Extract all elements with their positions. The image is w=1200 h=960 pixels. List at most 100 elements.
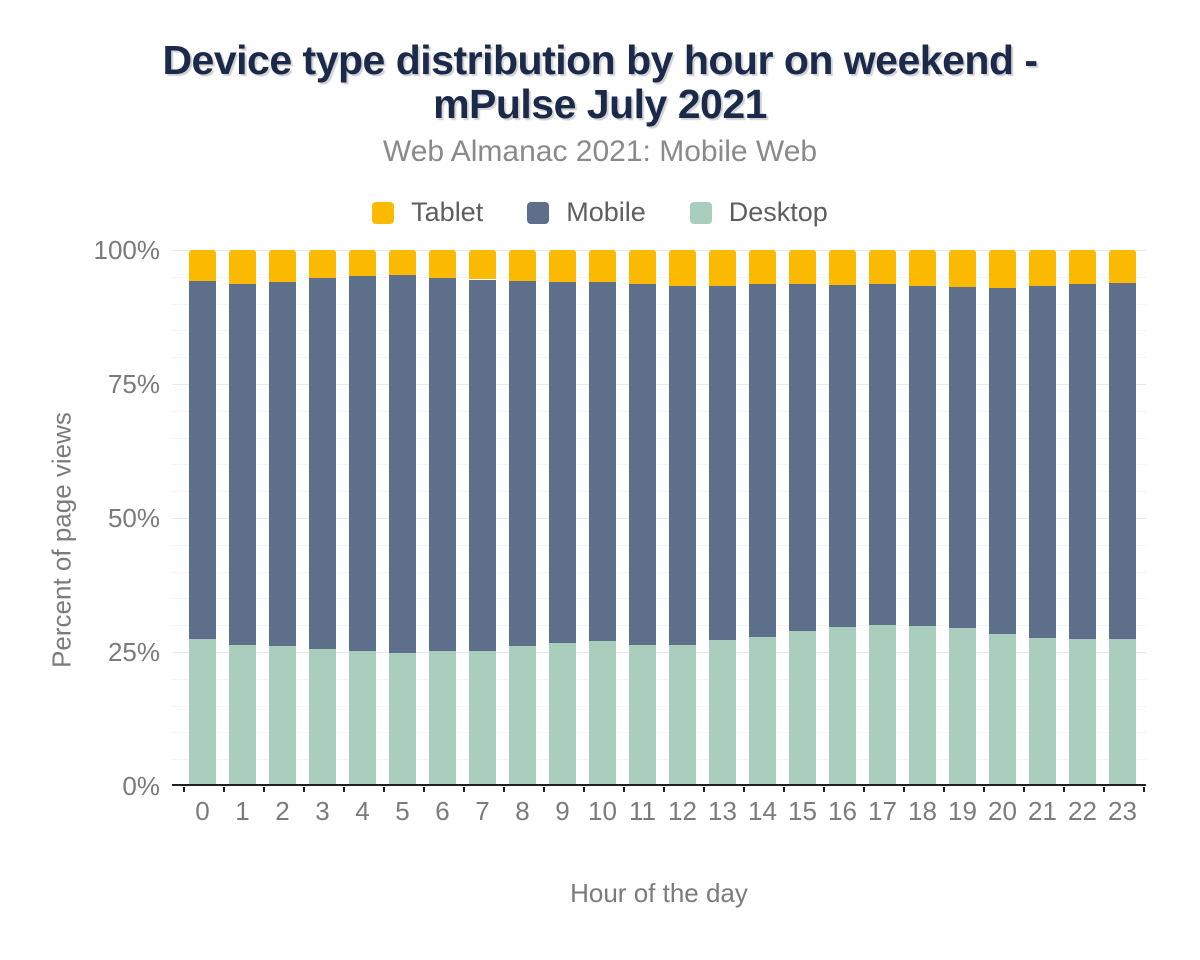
bar-segment-desktop [309,649,336,786]
x-tick-mark [542,787,545,792]
bar-segment-desktop [629,645,656,786]
x-tick-label: 5 [395,796,410,826]
bar-segment-mobile [509,281,536,647]
x-tick-label: 20 [988,796,1017,826]
x-tick-mark [622,787,625,792]
x-tick-mark [822,787,825,792]
bar-segment-tablet [1109,250,1136,284]
x-tick-label: 21 [1028,796,1057,826]
bar-segment-mobile [789,284,816,632]
x-tick-label: 11 [629,796,656,826]
x-tick-mark [982,787,985,792]
bar-segment-tablet [669,250,696,286]
x-tick-label: 22 [1068,796,1097,826]
bar-segment-tablet [469,250,496,280]
bar-segment-desktop [829,627,856,786]
x-tick-label: 16 [828,796,857,826]
x-tick-label: 9 [555,796,570,826]
chart-title-line-2: mPulse July 2021 [433,81,767,127]
y-tick-label: 50% [107,503,160,533]
bar-segment-mobile [469,279,496,651]
bar-segment-tablet [1029,250,1056,286]
gridline-major [172,384,1146,385]
bar-segment-mobile [1029,285,1056,638]
x-tick-label: 23 [1108,796,1137,826]
bar-segment-mobile [429,277,456,652]
x-tick-label: 8 [515,796,530,826]
bar-segment-desktop [1069,639,1096,786]
bar-segment-tablet [429,250,456,278]
bar-segment-tablet [869,250,896,285]
bar-segment-mobile [1109,283,1136,640]
bar-segment-desktop [549,642,576,786]
y-axis-title: Percent of page views [46,412,77,668]
x-axis-line [172,784,1146,786]
bar-segment-mobile [1069,283,1096,640]
x-tick-label: 7 [475,796,490,826]
bar-segment-mobile [229,284,256,645]
bar-segment-desktop [269,646,296,786]
x-tick-mark [342,787,345,792]
x-tick-label: 6 [435,796,450,826]
gridline-minor [172,598,1146,600]
bar-segment-tablet [389,250,416,276]
x-tick-mark [382,787,385,792]
bar-segment-desktop [389,652,416,786]
x-tick-mark [182,787,185,792]
gridline-minor [172,759,1146,761]
legend-label-mobile: Mobile [566,197,646,227]
x-tick-label: 2 [275,796,290,826]
bar-segment-mobile [309,277,336,650]
x-tick-mark [1142,787,1145,792]
x-tick-mark [742,787,745,792]
bar-segment-mobile [949,287,976,629]
legend-item-tablet: Tablet [372,197,483,228]
x-tick-label: 14 [748,796,777,826]
x-axis-title: Hour of the day [570,878,748,908]
gridline-minor [172,464,1146,466]
gridline-minor [172,410,1146,412]
bar-segment-tablet [629,250,656,285]
gridline-minor [172,625,1146,627]
x-tick-mark [662,787,665,792]
chart-title: Device type distribution by hour on week… [0,38,1200,126]
x-tick-mark [942,787,945,792]
x-tick-label: 15 [788,796,817,826]
bar-segment-tablet [509,250,536,282]
gridline-minor [172,330,1146,332]
gridline-minor [172,491,1146,493]
bar-segment-mobile [749,284,776,637]
bar-segment-desktop [789,631,816,786]
bar-segment-tablet [269,250,296,282]
y-tick-label: 100% [93,235,161,265]
x-tick-mark [1102,787,1105,792]
legend-swatch-tablet [372,201,395,224]
bar-segment-mobile [269,281,296,647]
x-tick-mark [262,787,265,792]
bar-segment-mobile [549,281,576,643]
legend-item-desktop: Desktop [689,197,828,228]
gridline-minor [172,276,1146,278]
plot-area: 0 1 2 3 4 5 6 7 8 9 10 11 12 13 14 15 16 17 18 19 20 21 22 23 [172,250,1146,826]
bar-segment-mobile [989,287,1016,634]
bar-segment-tablet [589,250,616,283]
x-tick-mark [1022,787,1025,792]
y-axis-tick-labels: 0% 25% 50% 75% 100% [0,235,161,801]
bar-segment-tablet [549,250,576,282]
bar-segment-tablet [349,250,376,277]
bar-segment-mobile [349,276,376,651]
x-tick-label: 10 [588,796,617,826]
bar-segment-desktop [469,650,496,786]
gridline-major [172,250,1146,251]
bar-segment-desktop [749,637,776,786]
bar-segment-tablet [829,250,856,285]
bar-segment-mobile [869,284,896,626]
x-tick-mark [862,787,865,792]
bar-segment-desktop [989,633,1016,786]
x-tick-mark [462,787,465,792]
x-tick-label: 1 [235,796,250,826]
chart-subtitle: Web Almanac 2021: Mobile Web [382,135,818,168]
bar-segment-desktop [189,638,216,786]
gridline-minor [172,303,1146,305]
